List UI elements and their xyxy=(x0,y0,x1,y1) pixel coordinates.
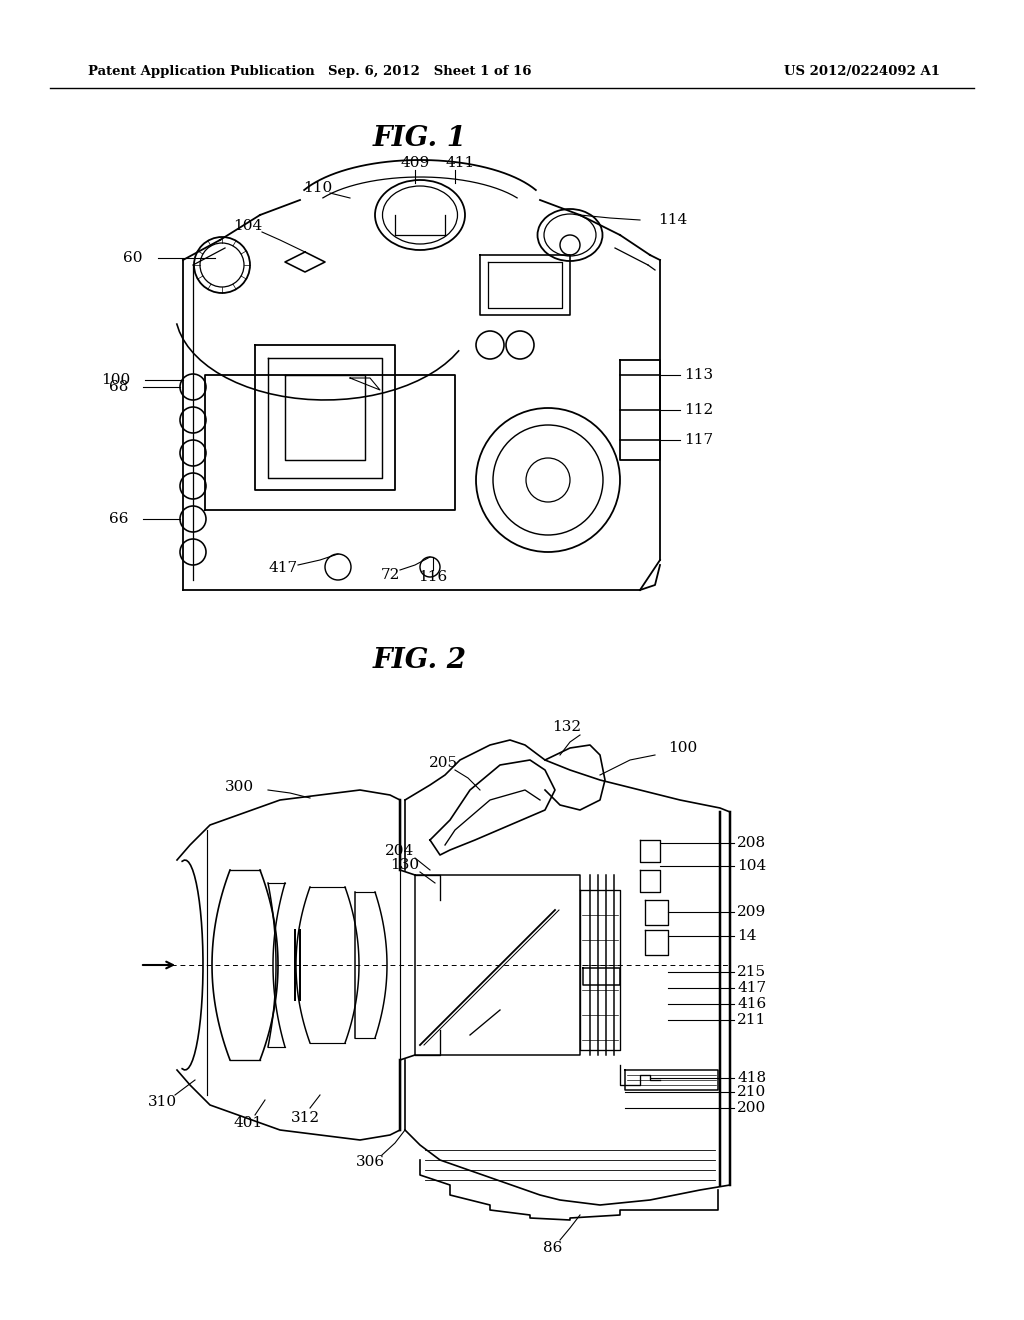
Text: 312: 312 xyxy=(291,1111,319,1125)
Text: 210: 210 xyxy=(737,1085,766,1100)
Text: 209: 209 xyxy=(737,906,766,919)
Text: 132: 132 xyxy=(552,719,582,734)
Text: 208: 208 xyxy=(737,836,766,850)
Text: 417: 417 xyxy=(268,561,298,576)
Text: 211: 211 xyxy=(737,1012,766,1027)
Text: 416: 416 xyxy=(737,997,766,1011)
Text: 104: 104 xyxy=(737,859,766,873)
Text: 417: 417 xyxy=(737,981,766,995)
Text: 68: 68 xyxy=(109,380,128,393)
Text: 116: 116 xyxy=(419,570,447,583)
Text: 306: 306 xyxy=(355,1155,385,1170)
Text: 204: 204 xyxy=(385,843,415,858)
Text: FIG. 1: FIG. 1 xyxy=(373,124,467,152)
Text: FIG. 2: FIG. 2 xyxy=(373,647,467,673)
Text: 401: 401 xyxy=(233,1115,262,1130)
Text: 418: 418 xyxy=(737,1071,766,1085)
Text: 215: 215 xyxy=(737,965,766,979)
Text: 110: 110 xyxy=(303,181,333,195)
Text: 117: 117 xyxy=(684,433,713,447)
Text: 60: 60 xyxy=(124,251,143,265)
Text: 112: 112 xyxy=(684,403,714,417)
Text: 205: 205 xyxy=(428,756,458,770)
Text: 310: 310 xyxy=(147,1096,176,1109)
Text: 104: 104 xyxy=(233,219,262,234)
Text: 100: 100 xyxy=(100,374,130,387)
Text: 86: 86 xyxy=(544,1241,562,1255)
Text: 411: 411 xyxy=(445,156,475,170)
Text: 66: 66 xyxy=(109,512,128,525)
Text: US 2012/0224092 A1: US 2012/0224092 A1 xyxy=(784,66,940,78)
Text: 114: 114 xyxy=(658,213,687,227)
Text: 113: 113 xyxy=(684,368,713,381)
Text: 200: 200 xyxy=(737,1101,766,1115)
Text: 72: 72 xyxy=(380,568,399,582)
Text: 300: 300 xyxy=(225,780,254,795)
Text: 409: 409 xyxy=(400,156,430,170)
Text: Patent Application Publication: Patent Application Publication xyxy=(88,66,314,78)
Text: 14: 14 xyxy=(737,929,757,942)
Text: Sep. 6, 2012   Sheet 1 of 16: Sep. 6, 2012 Sheet 1 of 16 xyxy=(329,66,531,78)
Text: 130: 130 xyxy=(390,858,420,873)
Text: 100: 100 xyxy=(668,741,697,755)
